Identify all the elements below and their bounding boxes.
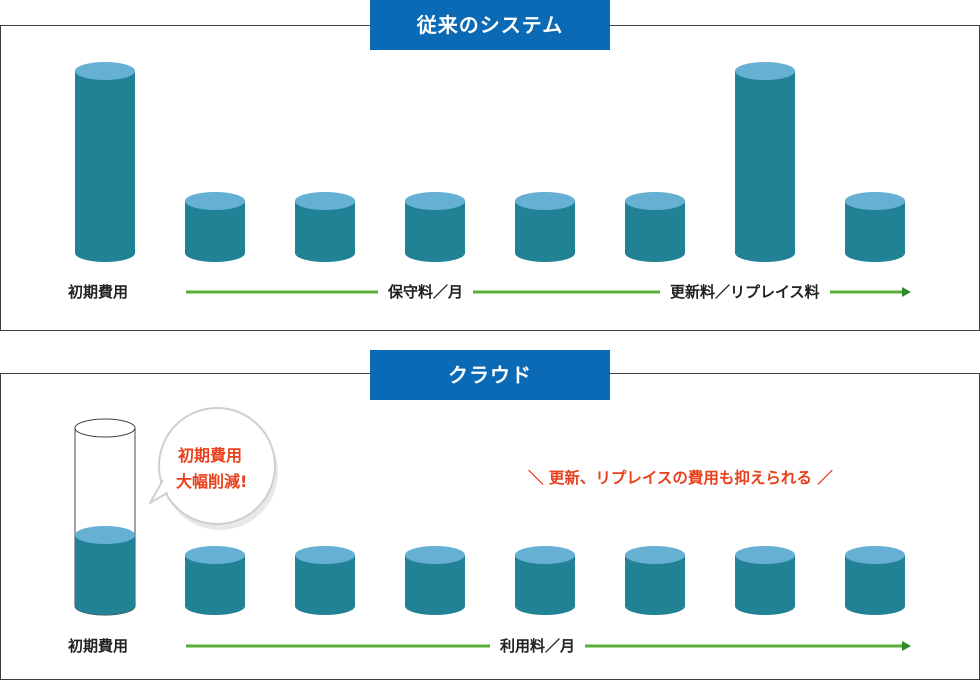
cloud-title: クラウド xyxy=(370,350,610,400)
cost-reduction-note: ＼ 更新、リプレイスの費用も抑えられる ／ xyxy=(528,469,833,487)
cloud-cylinder-usage-3 xyxy=(405,546,465,615)
legacy-cylinder-initial xyxy=(75,62,135,262)
cloud-cylinder-usage-6 xyxy=(735,546,795,615)
cloud-cylinder-usage-4 xyxy=(515,546,575,615)
bubble-text-line1: 初期費用 xyxy=(178,446,243,465)
legacy-system-panel xyxy=(0,25,980,331)
cloud-label-initial-cost: 初期費用 xyxy=(68,636,129,656)
cloud-label-usage-fee: 利用料／月 xyxy=(490,636,586,656)
legacy-cylinder-renewal xyxy=(735,62,795,262)
legacy-cylinder-maintenance-2 xyxy=(295,192,355,262)
cloud-cylinder-usage-2 xyxy=(295,546,355,615)
legacy-label-renewal: 更新料／リプレイス料 xyxy=(660,282,830,302)
legacy-system-title: 従来のシステム xyxy=(370,0,610,50)
cloud-cylinder-usage-7 xyxy=(845,546,905,615)
legacy-label-initial-cost: 初期費用 xyxy=(68,282,129,302)
reduction-speech-bubble xyxy=(149,407,278,530)
legacy-cylinder-maintenance-5 xyxy=(625,192,685,262)
legacy-cylinder-maintenance-1 xyxy=(185,192,245,262)
legacy-cylinder-maintenance-3 xyxy=(405,192,465,262)
bubble-text-line2: 大幅削減! xyxy=(176,472,248,491)
legacy-cylinder-maintenance-4 xyxy=(515,192,575,262)
legacy-cylinder-maintenance-6 xyxy=(845,192,905,262)
cloud-cylinder-usage-1 xyxy=(185,546,245,615)
cloud-cylinder-initial-reduced xyxy=(74,418,136,616)
legacy-label-maintenance: 保守料／月 xyxy=(378,282,474,302)
cloud-cylinder-usage-5 xyxy=(625,546,685,615)
